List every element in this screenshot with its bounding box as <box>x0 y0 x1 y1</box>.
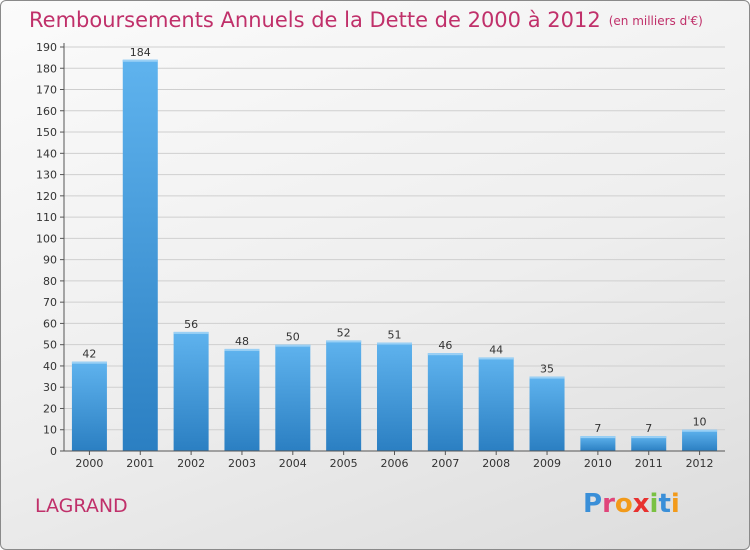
proxiti-logo: Proxiti <box>583 489 680 519</box>
bar-highlight <box>682 429 718 432</box>
y-tick-label: 100 <box>36 232 57 245</box>
axis-layer: 0 10 20 30 40 50 60 70 80 90 100 110 120 130 140 150 160… <box>36 41 725 470</box>
x-tick-label: 2012 <box>686 457 714 470</box>
y-tick-label: 170 <box>36 84 57 97</box>
x-tick-label: 2006 <box>381 457 409 470</box>
bar <box>377 342 412 451</box>
data-label: 10 <box>693 416 707 429</box>
x-tick-label: 2000 <box>75 457 103 470</box>
y-tick-label: 150 <box>36 126 57 139</box>
data-label: 50 <box>286 331 300 344</box>
bar <box>427 353 463 451</box>
logo-letter: P <box>583 489 603 519</box>
x-tick-label: 2007 <box>431 457 459 470</box>
data-label: 44 <box>489 343 503 356</box>
data-label: 35 <box>540 363 554 376</box>
bar <box>224 348 260 451</box>
bar <box>580 436 616 451</box>
data-label: 48 <box>235 335 249 348</box>
chart-title-text: Remboursements Annuels de la Dette de 20… <box>29 8 601 32</box>
x-tick-label: 2011 <box>635 457 663 470</box>
bars-layer <box>71 59 718 451</box>
x-tick-label: 2008 <box>482 457 510 470</box>
commune-name: LAGRAND <box>35 495 128 517</box>
y-tick-label: 60 <box>43 317 57 330</box>
y-tick-label: 160 <box>36 105 57 118</box>
bar-highlight <box>529 376 565 379</box>
bar-highlight <box>326 340 362 343</box>
bar <box>71 361 107 451</box>
logo-letter: r <box>602 489 615 519</box>
logo-letter: i <box>670 489 680 519</box>
data-label: 51 <box>388 329 402 342</box>
bar <box>326 340 362 451</box>
x-tick-label: 2004 <box>279 457 307 470</box>
y-tick-label: 190 <box>36 41 57 54</box>
y-tick-label: 80 <box>43 275 57 288</box>
bar-highlight <box>71 361 107 364</box>
y-tick-label: 0 <box>50 445 57 458</box>
bar-highlight <box>580 436 616 439</box>
bar <box>529 376 565 451</box>
y-tick-label: 10 <box>43 424 57 437</box>
bar-highlight <box>224 348 260 351</box>
logo-letter: t <box>658 489 671 519</box>
x-tick-label: 2001 <box>126 457 154 470</box>
data-label: 184 <box>130 46 151 59</box>
y-tick-label: 180 <box>36 62 57 75</box>
bar-highlight <box>631 436 667 439</box>
bar-highlight <box>478 357 514 360</box>
bar-highlight <box>173 331 209 334</box>
bar-highlight <box>122 59 158 62</box>
x-tick-label: 2002 <box>177 457 205 470</box>
chart-title: Remboursements Annuels de la Dette de 20… <box>29 8 703 32</box>
logo-letter: i <box>649 489 659 519</box>
data-label: 56 <box>184 318 198 331</box>
data-label: 46 <box>438 339 452 352</box>
bar <box>478 357 514 451</box>
logo-letter: o <box>614 489 633 519</box>
data-label: 7 <box>594 422 601 435</box>
bar-highlight <box>275 344 311 347</box>
bar <box>122 59 158 451</box>
chart-subtitle: (en milliers d'€) <box>608 14 703 28</box>
y-tick-label: 120 <box>36 190 57 203</box>
y-tick-label: 40 <box>43 360 57 373</box>
x-tick-label: 2010 <box>584 457 612 470</box>
x-tick-label: 2005 <box>330 457 358 470</box>
bar-highlight <box>427 353 463 356</box>
data-label: 52 <box>337 326 351 339</box>
y-tick-label: 50 <box>43 339 57 352</box>
bar <box>631 436 667 451</box>
y-tick-label: 90 <box>43 254 57 267</box>
y-tick-label: 20 <box>43 402 57 415</box>
y-tick-label: 110 <box>36 211 57 224</box>
bar <box>173 331 209 451</box>
bar <box>275 344 311 451</box>
bar-highlight <box>377 342 412 345</box>
y-tick-label: 140 <box>36 147 57 160</box>
y-tick-label: 130 <box>36 169 57 182</box>
logo-letter: x <box>632 489 650 519</box>
data-label: 42 <box>82 348 96 361</box>
x-tick-label: 2009 <box>533 457 561 470</box>
y-tick-label: 30 <box>43 381 57 394</box>
labels-layer: 42 184 56 48 50 52 51 46 44 35 7 7 10 <box>82 46 706 435</box>
data-label: 7 <box>645 422 652 435</box>
y-tick-label: 70 <box>43 296 57 309</box>
bar <box>682 429 718 451</box>
x-tick-label: 2003 <box>228 457 256 470</box>
